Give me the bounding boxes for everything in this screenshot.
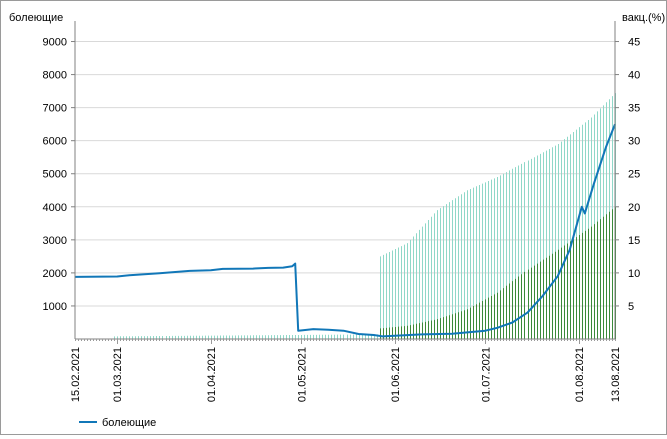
cases-line <box>74 123 616 338</box>
x-tick-label: 13.08.2021 <box>610 347 622 402</box>
left-tick-label: 7000 <box>43 103 67 115</box>
right-tick-label: 5 <box>628 301 634 313</box>
right-tick-label: 10 <box>628 268 640 280</box>
x-tick-label: 01.03.2021 <box>112 347 124 402</box>
cases-line-layer <box>74 123 616 338</box>
vaccination-bars <box>114 93 616 339</box>
right-tick-label: 15 <box>628 235 640 247</box>
left-tick-label: 8000 <box>43 70 67 82</box>
right-tick-label: 35 <box>628 103 640 115</box>
left-tick-label: 1000 <box>43 301 67 313</box>
left-tick-label: 5000 <box>43 169 67 181</box>
axes: 1000 2000 3000 4000 5000 6000 7000 8000 9000 5 10 1… <box>43 21 640 402</box>
right-tick-label: 45 <box>628 37 640 49</box>
right-axis-title: вакц.(%) <box>622 12 665 24</box>
left-tick-label: 6000 <box>43 136 67 148</box>
x-tick-label: 01.05.2021 <box>296 347 308 402</box>
right-tick-label: 40 <box>628 70 640 82</box>
left-tick-label: 4000 <box>43 202 67 214</box>
right-tick-label: 25 <box>628 169 640 181</box>
x-tick-label: 01.07.2021 <box>480 347 492 402</box>
left-tick-label: 3000 <box>43 235 67 247</box>
legend: болеющие <box>79 417 156 429</box>
legend-label-cases: болеющие <box>102 417 156 429</box>
x-tick-label: 15.02.2021 <box>70 347 82 402</box>
left-tick-label: 9000 <box>43 37 67 49</box>
x-tick-label: 01.08.2021 <box>574 347 586 402</box>
left-tick-label: 2000 <box>43 268 67 280</box>
x-tick-label: 01.06.2021 <box>390 347 402 402</box>
left-axis-title: болеющие <box>9 12 63 24</box>
right-tick-label: 30 <box>628 136 640 148</box>
x-tick-label: 01.04.2021 <box>206 347 218 402</box>
right-tick-label: 20 <box>628 202 640 214</box>
